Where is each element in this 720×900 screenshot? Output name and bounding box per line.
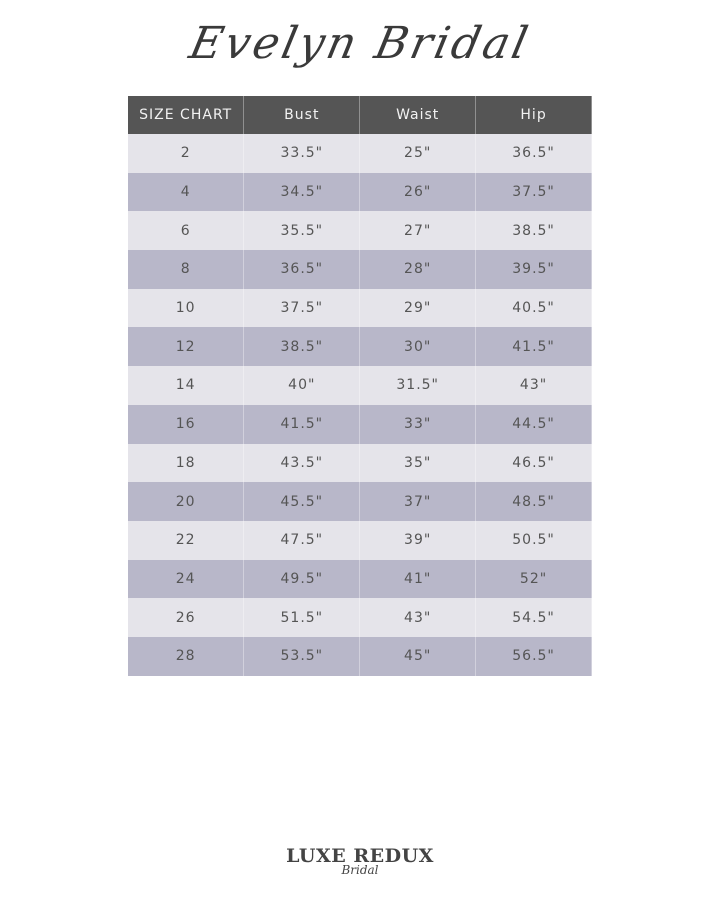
table-cell: 49.5" bbox=[243, 559, 361, 599]
table-cell: 40" bbox=[243, 366, 361, 405]
table-cell: 37.5" bbox=[475, 172, 592, 212]
table-cell: 2 bbox=[128, 134, 245, 173]
table-header-row: SIZE CHART Bust Waist Hip bbox=[128, 96, 592, 134]
table-row: 20 45.5" 37" 48.5" bbox=[128, 482, 592, 521]
table-cell: 34.5" bbox=[243, 172, 361, 212]
table-cell: 38.5" bbox=[475, 211, 592, 251]
size-chart-table: SIZE CHART Bust Waist Hip 2 33.5" 25" 36.5" 4 34… bbox=[128, 96, 592, 676]
table-cell: 40.5" bbox=[475, 288, 592, 328]
table-cell: 38.5" bbox=[243, 327, 361, 367]
column-header: SIZE CHART bbox=[128, 96, 245, 134]
table-cell: 28 bbox=[128, 636, 245, 676]
page-title: Evelyn Bridal bbox=[184, 18, 536, 69]
table-cell: 10 bbox=[128, 288, 245, 328]
table-cell: 47.5" bbox=[243, 520, 361, 560]
table-cell: 56.5" bbox=[475, 636, 592, 676]
table-cell: 6 bbox=[128, 211, 245, 251]
table-cell: 33.5" bbox=[243, 134, 361, 173]
table-cell: 50.5" bbox=[475, 520, 592, 560]
table-cell: 31.5" bbox=[359, 366, 477, 405]
table-row: 16 41.5" 33" 44.5" bbox=[128, 404, 592, 444]
table-row: 24 49.5" 41" 52" bbox=[128, 559, 592, 599]
table-cell: 24 bbox=[128, 559, 245, 599]
table-cell: 36.5" bbox=[475, 134, 592, 173]
table-cell: 12 bbox=[128, 327, 245, 367]
table-cell: 22 bbox=[128, 520, 245, 560]
logo-sub-text: Bridal bbox=[341, 863, 379, 877]
table-cell: 8 bbox=[128, 250, 245, 289]
table-cell: 26" bbox=[359, 172, 477, 212]
table-cell: 26 bbox=[128, 598, 245, 637]
table-cell: 18 bbox=[128, 443, 245, 483]
table-cell: 35" bbox=[359, 443, 477, 483]
table-cell: 44.5" bbox=[475, 404, 592, 444]
table-cell: 28" bbox=[359, 250, 477, 289]
table-cell: 43" bbox=[475, 366, 592, 405]
table-cell: 35.5" bbox=[243, 211, 361, 251]
table-row: 14 40" 31.5" 43" bbox=[128, 366, 592, 405]
column-header: Waist bbox=[359, 96, 477, 134]
brand-logo: LUXE REDUX Bridal bbox=[0, 845, 720, 877]
table-cell: 25" bbox=[359, 134, 477, 173]
table-cell: 43" bbox=[359, 598, 477, 637]
table-row: 2 33.5" 25" 36.5" bbox=[128, 134, 592, 173]
table-row: 26 51.5" 43" 54.5" bbox=[128, 598, 592, 637]
column-header: Bust bbox=[243, 96, 361, 134]
table-row: 10 37.5" 29" 40.5" bbox=[128, 288, 592, 328]
table-cell: 54.5" bbox=[475, 598, 592, 637]
table-cell: 41" bbox=[359, 559, 477, 599]
table-cell: 37.5" bbox=[243, 288, 361, 328]
table-cell: 39" bbox=[359, 520, 477, 560]
table-cell: 41.5" bbox=[243, 404, 361, 444]
table-cell: 33" bbox=[359, 404, 477, 444]
table-cell: 52" bbox=[475, 559, 592, 599]
table-cell: 43.5" bbox=[243, 443, 361, 483]
table-cell: 53.5" bbox=[243, 636, 361, 676]
table-cell: 37" bbox=[359, 482, 477, 521]
table-row: 22 47.5" 39" 50.5" bbox=[128, 520, 592, 560]
table-row: 28 53.5" 45" 56.5" bbox=[128, 636, 592, 676]
table-cell: 30" bbox=[359, 327, 477, 367]
table-row: 18 43.5" 35" 46.5" bbox=[128, 443, 592, 483]
logo-main-text: LUXE REDUX bbox=[286, 845, 434, 867]
column-header: Hip bbox=[475, 96, 592, 134]
table-cell: 51.5" bbox=[243, 598, 361, 637]
table-cell: 20 bbox=[128, 482, 245, 521]
table-cell: 41.5" bbox=[475, 327, 592, 367]
table-cell: 46.5" bbox=[475, 443, 592, 483]
table-cell: 39.5" bbox=[475, 250, 592, 289]
table-cell: 29" bbox=[359, 288, 477, 328]
table-cell: 36.5" bbox=[243, 250, 361, 289]
table-row: 8 36.5" 28" 39.5" bbox=[128, 250, 592, 289]
table-row: 4 34.5" 26" 37.5" bbox=[128, 172, 592, 212]
table-cell: 4 bbox=[128, 172, 245, 212]
table-cell: 45" bbox=[359, 636, 477, 676]
table-cell: 16 bbox=[128, 404, 245, 444]
table-row: 12 38.5" 30" 41.5" bbox=[128, 327, 592, 367]
table-cell: 27" bbox=[359, 211, 477, 251]
table-row: 6 35.5" 27" 38.5" bbox=[128, 211, 592, 251]
table-cell: 48.5" bbox=[475, 482, 592, 521]
table-cell: 14 bbox=[128, 366, 245, 405]
table-cell: 45.5" bbox=[243, 482, 361, 521]
